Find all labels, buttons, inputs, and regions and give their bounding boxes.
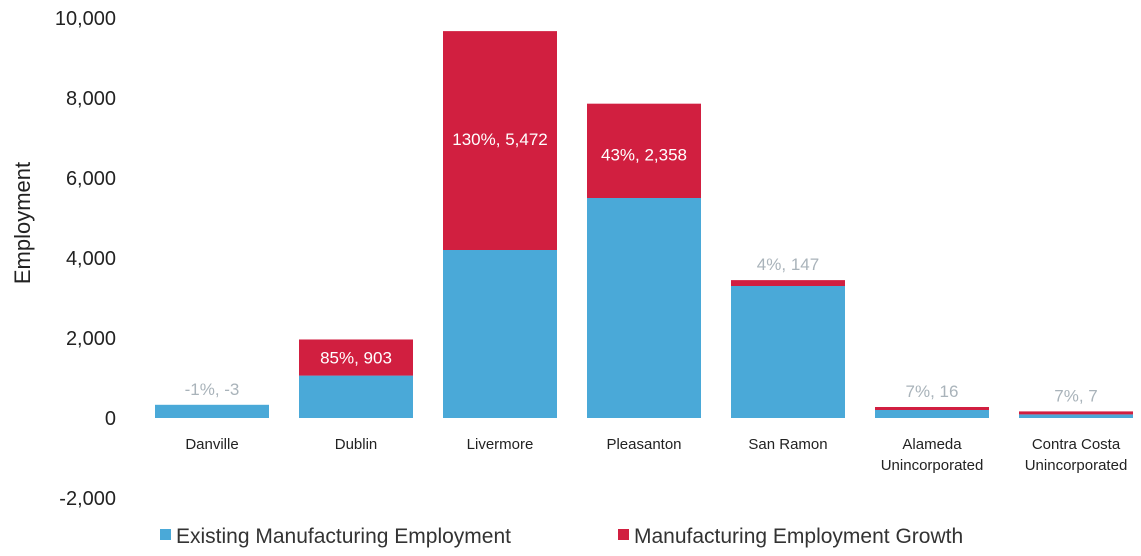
bar-growth (1019, 411, 1133, 415)
bar-growth (875, 407, 989, 410)
y-tick-label: 4,000 (66, 248, 116, 270)
data-label: 43%, 2,358 (601, 146, 687, 165)
data-label: 7%, 7 (1054, 386, 1097, 405)
y-axis: -2,000 0 2,000 4,000 6,000 8,000 10,000 (55, 8, 116, 510)
data-label: 7%, 16 (906, 382, 959, 401)
category-label: San Ramon (748, 436, 827, 453)
bar-existing (1019, 414, 1133, 418)
y-tick-label: 2,000 (66, 328, 116, 350)
legend-swatch-growth (618, 529, 629, 540)
bar-existing (443, 250, 557, 418)
y-tick-label: 6,000 (66, 168, 116, 190)
bar-growth (731, 280, 845, 286)
category-label: Alameda Unincorporated (881, 436, 984, 474)
legend: Existing Manufacturing Employment Manufa… (160, 525, 963, 548)
data-label: 85%, 903 (320, 349, 392, 368)
data-label: 4%, 147 (757, 255, 819, 274)
data-labels: -1%, -3 85%, 903 130%, 5,472 43%, 2,358 4%, … (185, 130, 1098, 405)
y-tick-label: 8,000 (66, 88, 116, 110)
legend-label-existing: Existing Manufacturing Employment (176, 525, 511, 548)
category-label: Pleasanton (606, 436, 681, 453)
legend-swatch-existing (160, 529, 171, 540)
data-label: -1%, -3 (185, 380, 240, 399)
bar-existing (587, 198, 701, 418)
bars (155, 31, 1133, 418)
bar-growth (587, 103, 701, 198)
bar-growth (299, 339, 413, 376)
bar-existing (731, 286, 845, 418)
bar-existing (155, 404, 269, 418)
category-label: Dublin (335, 436, 378, 453)
bar-existing (875, 410, 989, 418)
legend-label-growth: Manufacturing Employment Growth (634, 525, 963, 548)
y-tick-label: 0 (105, 408, 116, 430)
data-label: 130%, 5,472 (452, 130, 547, 149)
category-label: Danville (185, 436, 238, 453)
y-tick-label: -2,000 (59, 488, 116, 510)
category-labels: Danville Dublin Livermore Pleasanton San Ram… (185, 436, 1127, 474)
category-label: Contra Costa Unincorporated (1025, 436, 1128, 474)
bar-growth (443, 31, 557, 251)
category-label: Livermore (467, 436, 534, 453)
y-tick-label: 10,000 (55, 8, 116, 30)
y-axis-label: Employment (10, 162, 35, 284)
bar-existing (299, 375, 413, 418)
